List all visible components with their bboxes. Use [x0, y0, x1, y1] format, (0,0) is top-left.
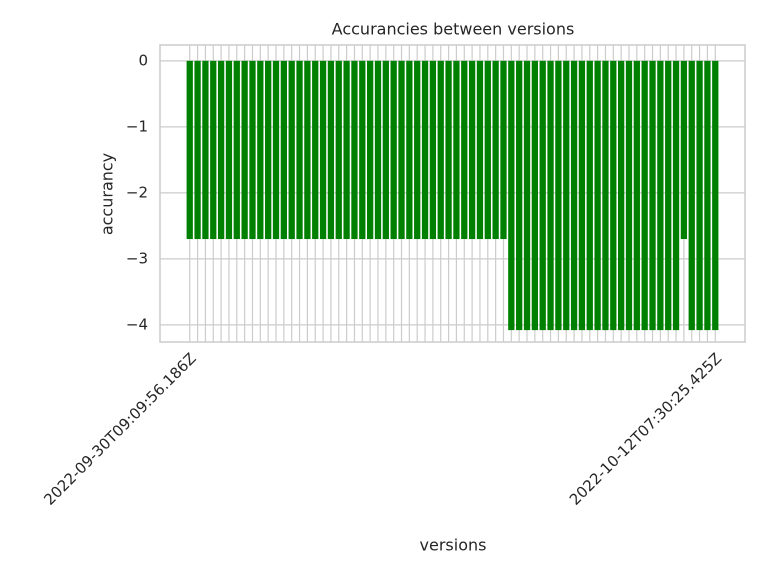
bar — [672, 60, 680, 331]
bar — [202, 60, 209, 240]
y-tick-label: −4 — [126, 315, 148, 333]
bar — [217, 60, 225, 240]
y-tick-label: −2 — [126, 183, 148, 201]
bar — [390, 60, 397, 240]
bar — [288, 60, 295, 240]
bar — [359, 60, 366, 240]
bar — [610, 60, 617, 331]
chart-title: Accurancies between versions — [332, 20, 575, 39]
bar — [633, 60, 640, 331]
bar — [351, 60, 358, 240]
bar — [508, 60, 515, 331]
bar — [186, 60, 193, 240]
bar — [406, 60, 413, 240]
bar — [335, 60, 342, 240]
bar — [461, 60, 468, 240]
bar — [555, 60, 562, 331]
bar — [492, 60, 499, 240]
bar — [210, 60, 217, 240]
bar — [437, 60, 444, 240]
bar — [367, 60, 374, 240]
bar — [241, 60, 248, 240]
bar — [594, 60, 601, 331]
bar — [704, 60, 711, 331]
y-tick-label: 0 — [138, 51, 148, 69]
bar — [382, 60, 389, 240]
bar — [665, 60, 672, 331]
bar — [563, 60, 570, 331]
bar — [523, 60, 531, 331]
bar — [625, 60, 633, 331]
bar — [343, 60, 350, 240]
y-tick-label: −3 — [126, 249, 148, 267]
plot-frame — [159, 44, 746, 343]
bar — [484, 60, 491, 240]
bar — [547, 60, 554, 331]
bar — [657, 60, 664, 331]
bar — [602, 60, 609, 331]
bar — [468, 60, 476, 240]
bar — [578, 60, 586, 331]
bar — [414, 60, 421, 240]
bar — [296, 60, 303, 240]
bar — [618, 60, 625, 331]
bar — [688, 60, 695, 331]
bar — [249, 60, 256, 240]
bar — [570, 60, 578, 331]
bar — [304, 60, 311, 240]
x-axis-label: versions — [420, 536, 487, 555]
x-tick-label: 2022-10-12T07:30:25.425Z — [566, 349, 725, 508]
y-tick-label: −1 — [126, 117, 148, 135]
bar — [649, 60, 656, 331]
bar — [445, 60, 452, 240]
bar — [194, 60, 201, 240]
bar — [319, 60, 327, 240]
y-axis-label: accurancy — [98, 153, 117, 235]
bar — [280, 60, 287, 240]
bar — [500, 60, 507, 240]
bar — [476, 60, 484, 240]
bar — [680, 60, 688, 240]
bar — [539, 60, 546, 331]
bar — [398, 60, 405, 240]
bar — [712, 60, 719, 331]
bar — [586, 60, 593, 331]
bar — [225, 60, 233, 240]
bar — [272, 60, 280, 240]
bar — [531, 60, 538, 331]
bar — [696, 60, 703, 331]
bar — [265, 60, 272, 240]
x-tick-label: 2022-09-30T09:09:56.186Z — [40, 349, 199, 508]
bar — [257, 60, 264, 240]
bar — [516, 60, 523, 331]
bar — [641, 60, 648, 331]
bar — [312, 60, 319, 240]
bar — [374, 60, 382, 240]
bar — [327, 60, 335, 240]
bar — [233, 60, 240, 240]
bar — [453, 60, 460, 240]
bar — [429, 60, 437, 240]
bar — [421, 60, 429, 240]
